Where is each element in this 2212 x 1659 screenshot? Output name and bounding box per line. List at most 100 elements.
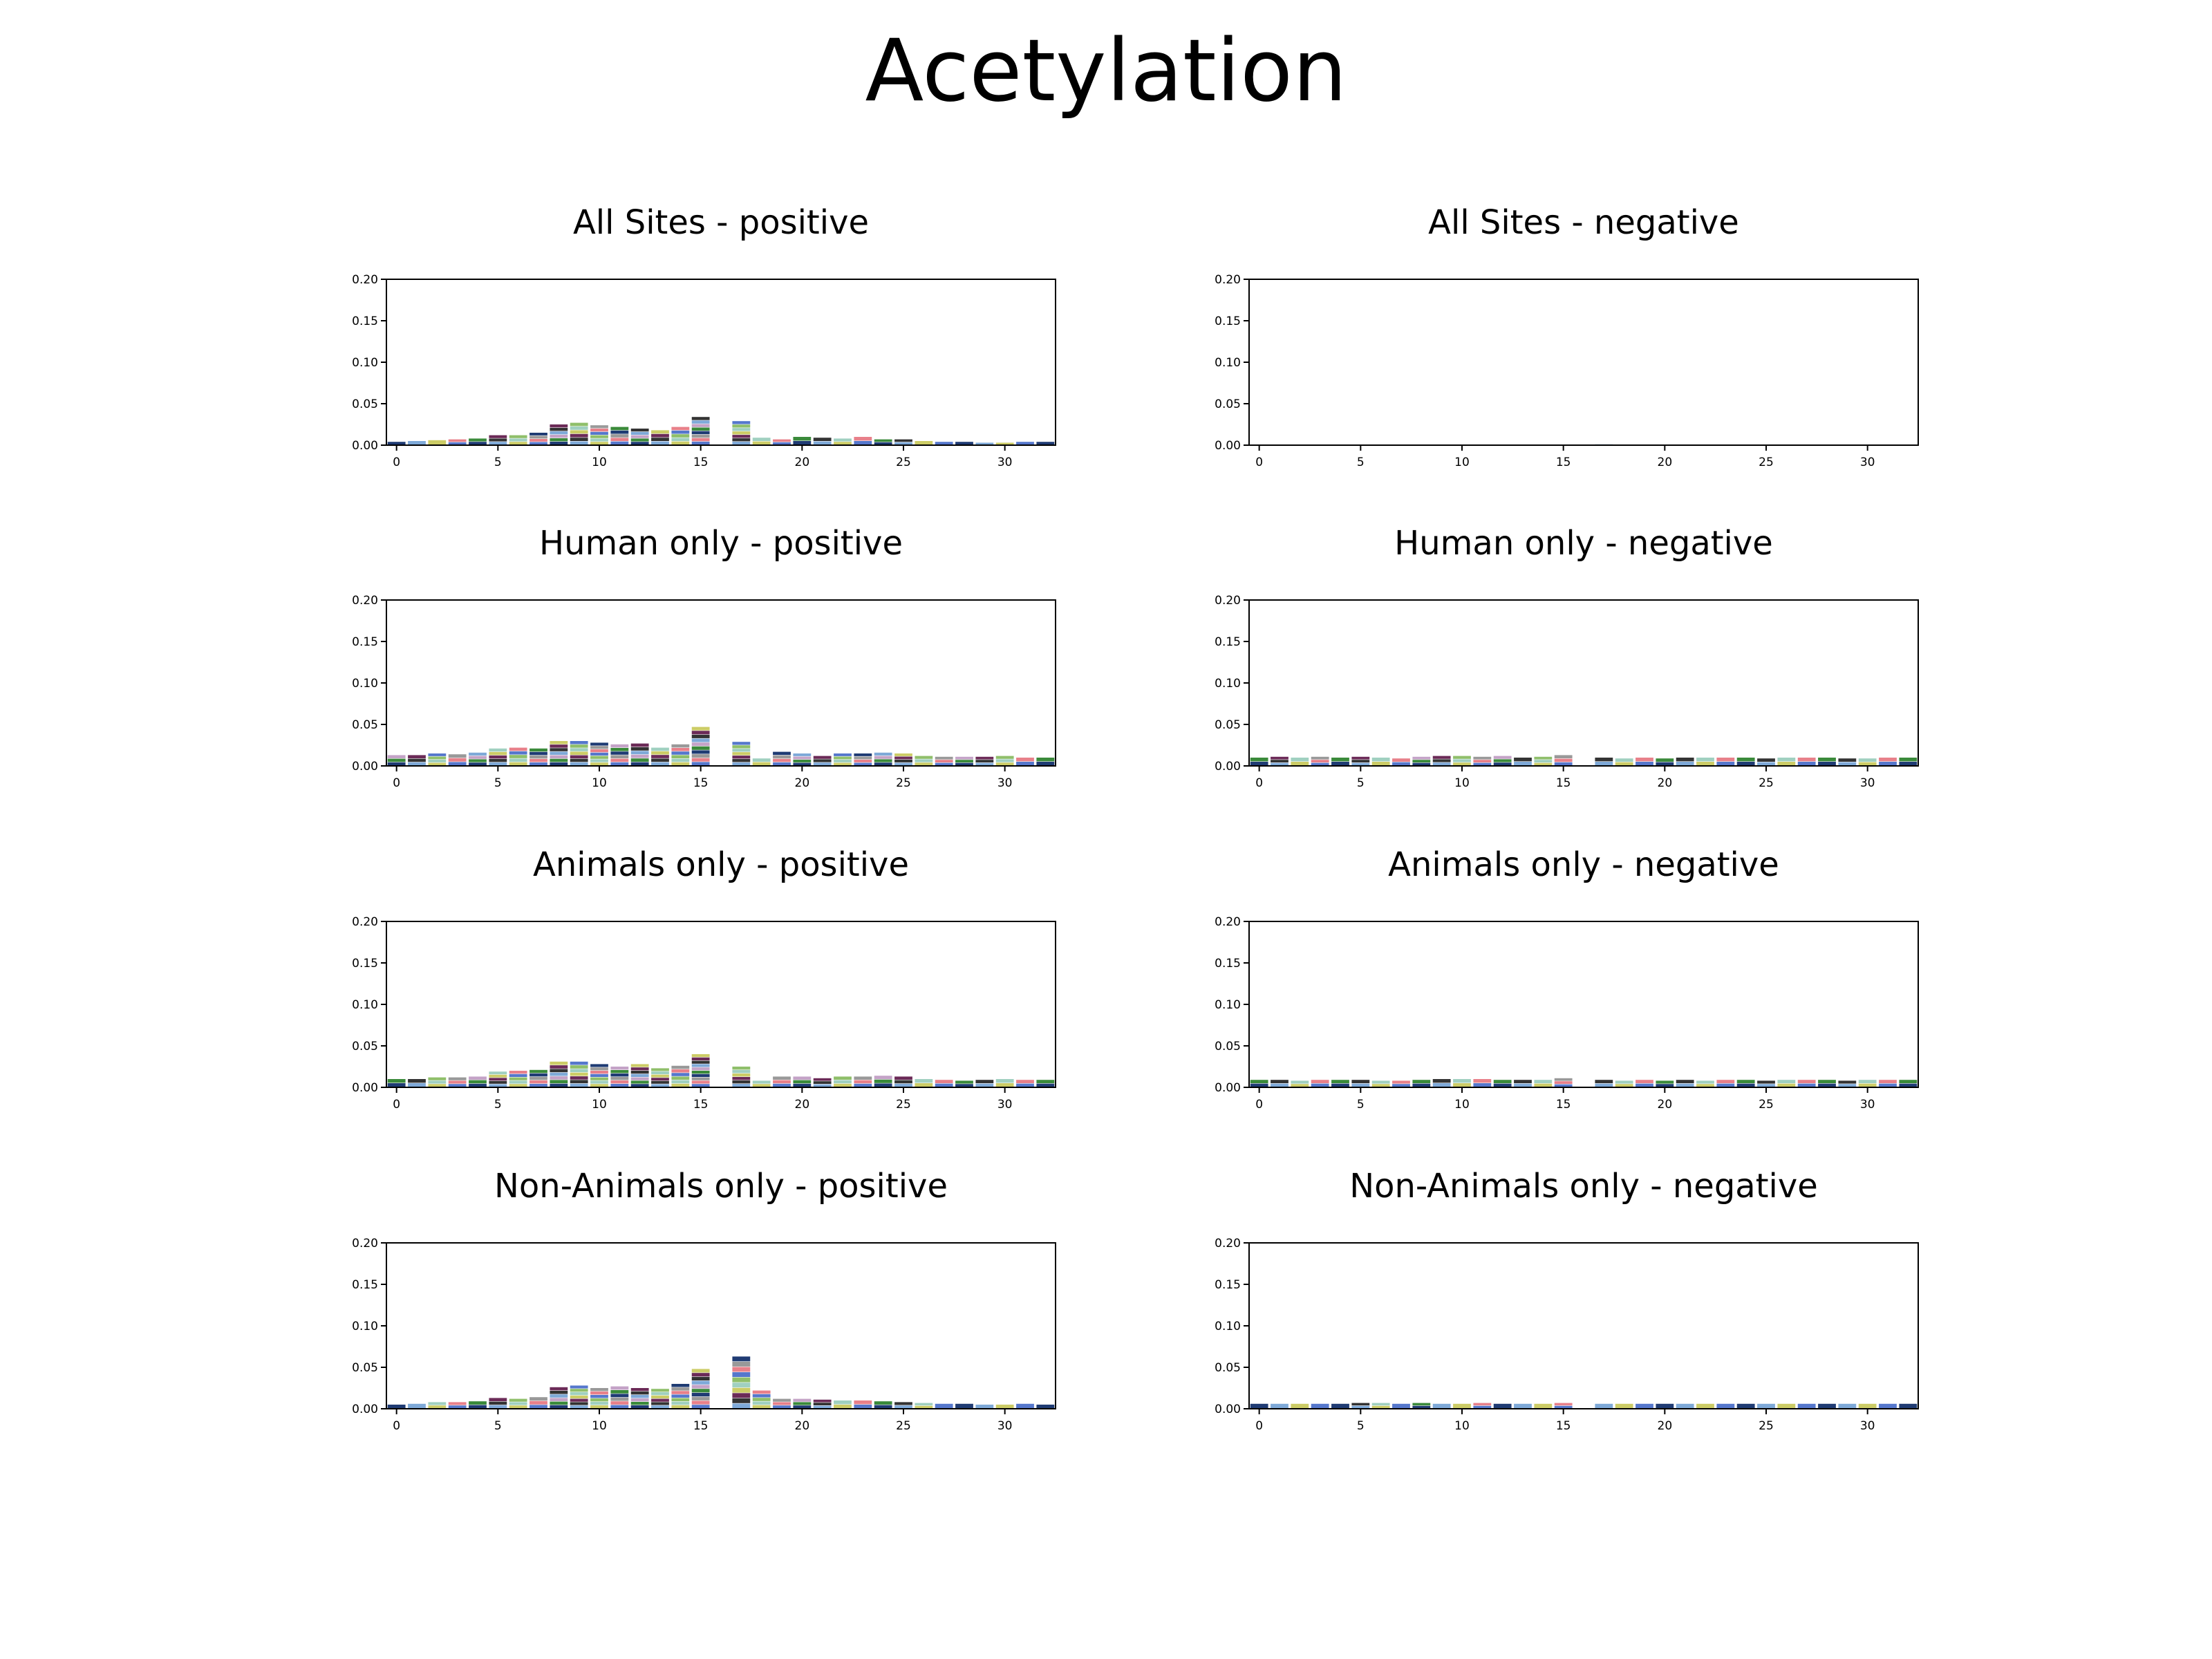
logo-column (448, 439, 467, 445)
logo-segment (590, 435, 608, 438)
x-tick-label: 10 (1454, 456, 1470, 469)
logo-segment (732, 759, 751, 762)
logo-segment (529, 751, 547, 756)
logo-column (1838, 1403, 1857, 1409)
logo-segment (671, 438, 690, 442)
logo-segment (651, 1398, 669, 1402)
logo-segment (773, 1402, 791, 1405)
logo-segment (691, 1064, 710, 1067)
logo-column (793, 1398, 812, 1409)
logo-column (387, 755, 406, 766)
logo-segment (550, 1387, 568, 1391)
logo-column (915, 441, 933, 445)
logo-column (1016, 758, 1034, 766)
logo-segment (1858, 758, 1877, 762)
logo-segment (1757, 1084, 1775, 1087)
logo-segment (1797, 758, 1816, 762)
logo-segment (1676, 758, 1694, 762)
logo-segment (955, 760, 973, 762)
logo-segment (1716, 1083, 1735, 1087)
logo-segment (732, 438, 751, 442)
logo-column (1016, 1403, 1034, 1409)
y-tick-label: 0.00 (1215, 439, 1241, 453)
logo-segment (610, 1386, 629, 1390)
logo-segment (469, 756, 487, 759)
logo-segment (408, 1083, 426, 1087)
logo-segment (1615, 1403, 1633, 1409)
logo-column (915, 1079, 933, 1087)
logo-segment (630, 1074, 649, 1077)
logo-segment (590, 1084, 608, 1087)
logo-segment (1016, 1080, 1034, 1083)
logo-segment (1392, 762, 1410, 766)
logo-segment (955, 1084, 973, 1087)
logo-segment (610, 1394, 629, 1398)
x-tick-label: 10 (592, 1419, 607, 1433)
logo-segment (874, 759, 892, 762)
logo-segment (1554, 758, 1573, 762)
logo-column (529, 1397, 547, 1409)
logo-segment (793, 1402, 812, 1405)
logo-segment (428, 1402, 447, 1405)
logo-column (570, 1385, 588, 1409)
logo-segment (1615, 1084, 1633, 1087)
logo-segment (630, 1084, 649, 1087)
logo-segment (630, 438, 649, 442)
logo-column (489, 1071, 507, 1087)
logo-segment (550, 1391, 568, 1394)
logo-column (1473, 1079, 1492, 1087)
logo-column (1736, 1403, 1755, 1409)
logo-segment (813, 1081, 832, 1084)
logo-segment (752, 1398, 771, 1401)
logo-segment (691, 1074, 710, 1077)
logo-segment (874, 1079, 892, 1083)
logo-segment (773, 751, 791, 756)
x-tick-label: 25 (896, 456, 911, 469)
logo-segment (732, 435, 751, 438)
logo-column (955, 756, 973, 766)
axes-frame (1248, 921, 1919, 1088)
logo-segment (691, 441, 710, 445)
panel-human-pos: Human only - positive 0.00 0.05 0.10 0.15 0.2… (352, 524, 1056, 790)
logo-segment (915, 1083, 933, 1087)
logo-segment (732, 749, 751, 752)
logo-segment (448, 758, 467, 762)
logo-segment (773, 758, 791, 762)
logo-segment (610, 1084, 629, 1087)
logo-segment (387, 755, 406, 758)
logo-column (1879, 758, 1897, 766)
logo-column (915, 1403, 933, 1409)
logo-segment (590, 1398, 608, 1402)
y-tick-label: 0.00 (1215, 1403, 1241, 1416)
logo-segment (550, 1398, 568, 1401)
logo-segment (691, 438, 710, 442)
logo-column (671, 427, 690, 445)
logo-column (1656, 758, 1674, 766)
logo-segment (590, 1064, 608, 1067)
x-tick-label: 10 (1454, 1098, 1470, 1112)
logo-column (955, 442, 973, 445)
logo-segment (894, 439, 912, 442)
logo-segment (428, 1077, 447, 1080)
logo-segment (651, 751, 669, 755)
logo-column (1271, 1080, 1288, 1087)
logo-segment (732, 1070, 751, 1074)
logo-segment (671, 1076, 690, 1080)
logo-segment (1331, 1080, 1349, 1083)
logo-segment (590, 1391, 608, 1395)
logo-segment (752, 762, 771, 766)
logo-segment (1818, 1080, 1836, 1083)
logo-segment (1331, 762, 1349, 766)
y-tick-label: 0.00 (352, 1081, 378, 1095)
logo-segment (691, 738, 710, 742)
logo-segment (1656, 758, 1674, 762)
logo-segment (387, 1079, 406, 1083)
logo-segment (793, 760, 812, 762)
logo-segment (1534, 1403, 1553, 1409)
logo-segment (874, 762, 892, 766)
x-tick-label: 20 (1658, 1419, 1673, 1433)
logo-segment (448, 439, 467, 442)
logo-column (1432, 756, 1451, 766)
x-tick-label: 15 (1556, 776, 1571, 790)
logo-segment (813, 762, 832, 766)
